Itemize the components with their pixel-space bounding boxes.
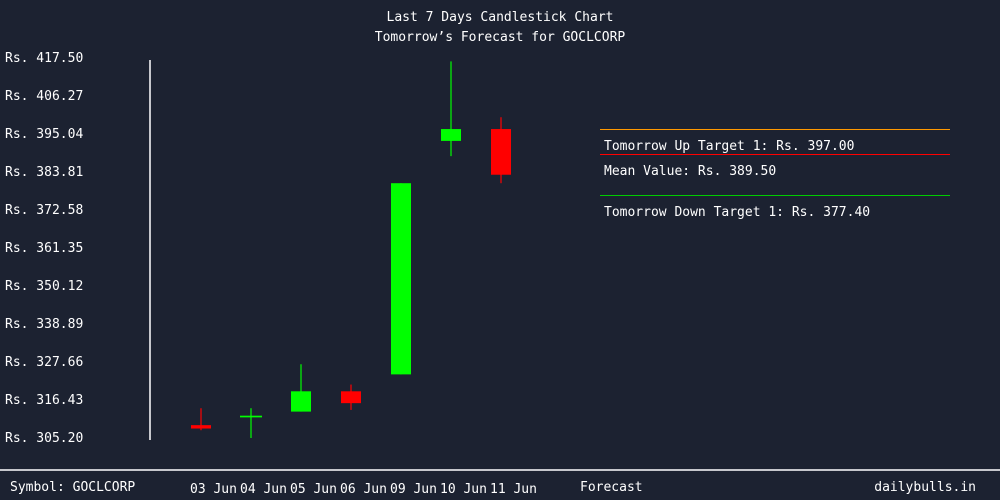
chart-subtitle: Tomorrow’s Forecast for GOCLCORP (374, 30, 626, 45)
candle-body (441, 129, 461, 141)
chart-title: Last 7 Days Candlestick Chart (386, 10, 614, 25)
down-target-label: Tomorrow Down Target 1: Rs. 377.40 (604, 205, 871, 220)
y-tick-label: Rs. 406.27 (5, 89, 83, 104)
x-tick-label: 11 Jun (490, 482, 537, 497)
candle-body (391, 183, 411, 375)
candle-body (240, 415, 262, 418)
y-tick-label: Rs. 372.58 (5, 203, 83, 218)
y-tick-label: Rs. 316.43 (5, 393, 83, 408)
symbol-label: Symbol: GOCLCORP (10, 480, 136, 495)
y-tick-label: Rs. 305.20 (5, 431, 83, 446)
candle-body (491, 129, 511, 175)
x-tick-label: 10 Jun (440, 482, 487, 497)
y-tick-label: Rs. 395.04 (5, 127, 83, 142)
y-tick-label: Rs. 327.66 (5, 355, 83, 370)
x-tick-label: 03 Jun (190, 482, 237, 497)
y-tick-label: Rs. 361.35 (5, 241, 83, 256)
x-tick-label: 09 Jun (390, 482, 437, 497)
candle-body (191, 425, 211, 429)
candle-body (291, 391, 311, 412)
candle-body (341, 391, 361, 404)
y-tick-label: Rs. 350.12 (5, 279, 83, 294)
y-tick-label: Rs. 383.81 (5, 165, 83, 180)
y-tick-label: Rs. 338.89 (5, 317, 83, 332)
x-tick-label: 06 Jun (340, 482, 387, 497)
brand-label: dailybulls.in (874, 480, 976, 495)
x-tick-label: 05 Jun (290, 482, 337, 497)
up-target-label: Tomorrow Up Target 1: Rs. 397.00 (604, 139, 855, 154)
x-tick-label: 04 Jun (240, 482, 287, 497)
y-tick-label: Rs. 417.50 (5, 51, 83, 66)
mean-value-label: Mean Value: Rs. 389.50 (604, 164, 777, 179)
forecast-footer-label: Forecast (580, 480, 643, 495)
